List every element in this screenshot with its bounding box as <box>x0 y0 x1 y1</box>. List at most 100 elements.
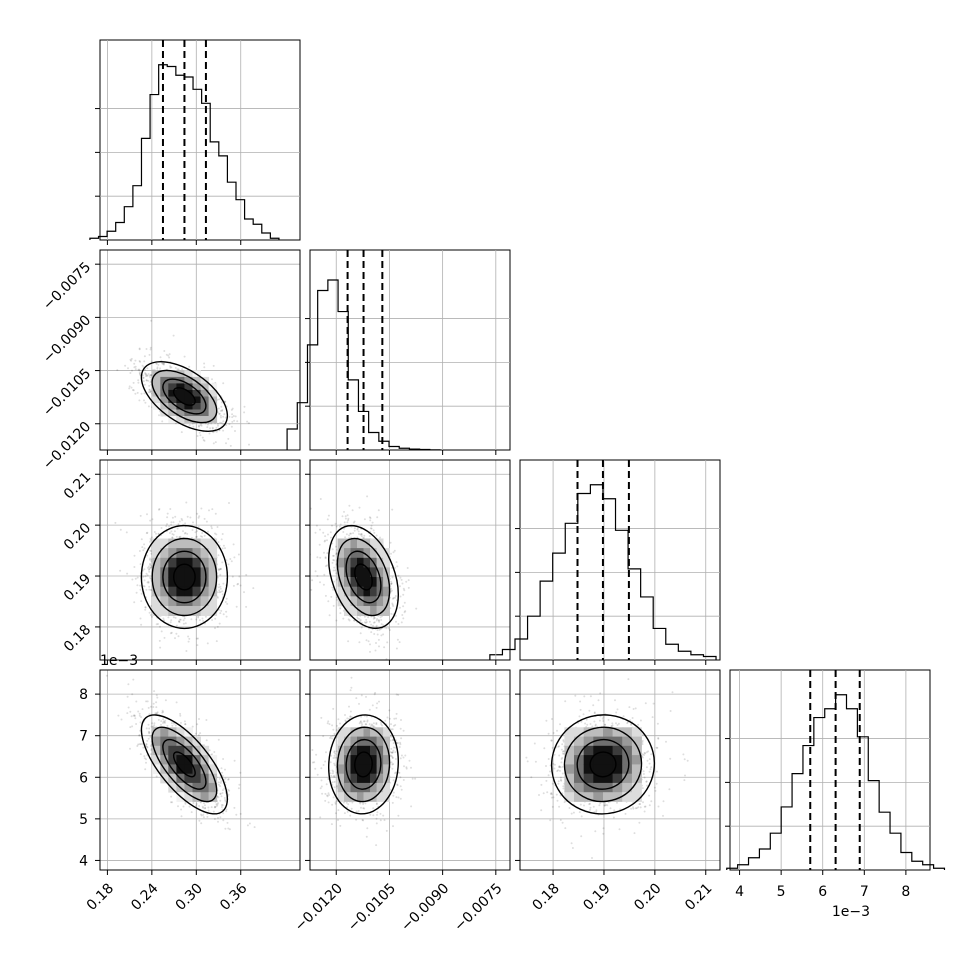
sample-point <box>369 621 371 623</box>
sample-point <box>179 715 181 717</box>
sample-point <box>139 372 141 374</box>
sample-point <box>139 360 141 362</box>
sample-point <box>334 569 336 571</box>
sample-point <box>151 536 153 538</box>
sample-point <box>203 802 205 804</box>
sample-point <box>188 366 190 368</box>
sample-point <box>401 579 403 581</box>
sample-point <box>148 724 150 726</box>
sample-point <box>129 726 131 728</box>
sample-point <box>315 532 317 534</box>
sample-point <box>184 803 186 805</box>
sample-point <box>195 733 197 735</box>
sample-point <box>350 533 352 535</box>
sample-point <box>120 529 122 531</box>
sample-point <box>346 521 348 523</box>
density-cell <box>184 397 193 404</box>
sample-point <box>213 811 215 813</box>
sample-point <box>219 816 221 818</box>
sample-point <box>199 619 201 621</box>
sample-point <box>149 354 151 356</box>
sample-point <box>378 639 380 641</box>
sample-point <box>365 619 367 621</box>
sample-point <box>233 585 235 587</box>
sample-point <box>216 640 218 642</box>
sample-point <box>334 764 336 766</box>
sample-point <box>129 748 131 750</box>
sample-point <box>405 581 407 583</box>
sample-point <box>380 616 382 618</box>
sample-point <box>135 366 137 368</box>
sample-point <box>129 372 131 374</box>
sample-point <box>376 535 378 537</box>
sample-point <box>393 551 395 553</box>
sample-point <box>316 556 318 558</box>
sample-point <box>390 613 392 615</box>
sample-point <box>132 679 134 681</box>
sample-point <box>395 621 397 623</box>
sample-point <box>169 365 171 367</box>
sample-point <box>161 630 163 632</box>
density-cell <box>193 774 202 784</box>
sample-point <box>218 541 220 543</box>
sample-point <box>219 413 221 415</box>
sample-point <box>224 799 226 801</box>
sample-point <box>150 374 152 376</box>
density-cell <box>176 390 185 397</box>
sample-point <box>182 530 184 532</box>
sample-point <box>234 430 236 432</box>
sample-point <box>359 507 361 509</box>
sample-point <box>328 515 330 517</box>
sample-point <box>371 525 373 527</box>
sample-point <box>218 781 220 783</box>
sample-point <box>200 822 202 824</box>
sample-point <box>199 732 201 734</box>
histogram-panel-0 <box>90 40 300 245</box>
sample-point <box>133 566 135 568</box>
sample-point <box>149 563 151 565</box>
sample-point <box>198 734 200 736</box>
sample-point <box>187 636 189 638</box>
sample-point <box>209 433 211 435</box>
sample-point <box>354 521 356 523</box>
sample-point <box>198 805 200 807</box>
sample-point <box>396 565 398 567</box>
sample-point <box>395 595 397 597</box>
sample-point <box>212 428 214 430</box>
sample-point <box>137 379 139 381</box>
sample-point <box>137 577 139 579</box>
sample-point <box>361 533 363 535</box>
sample-point <box>356 529 358 531</box>
sample-point <box>197 638 199 640</box>
sample-point <box>106 675 108 677</box>
sample-point <box>131 725 133 727</box>
sample-point <box>184 533 186 535</box>
sample-point <box>179 713 181 715</box>
sample-point <box>148 405 150 407</box>
sample-point <box>204 535 206 537</box>
sample-point <box>327 518 329 520</box>
sample-point <box>221 772 223 774</box>
sample-point <box>144 768 146 770</box>
sample-point <box>153 690 155 692</box>
sample-point <box>219 586 221 588</box>
sample-point <box>200 535 202 537</box>
sample-point <box>150 550 152 552</box>
sample-point <box>133 363 135 365</box>
sample-point <box>217 526 219 528</box>
sample-point <box>347 640 349 642</box>
sample-point <box>227 822 229 824</box>
panel-frame <box>730 670 930 870</box>
sample-point <box>177 528 179 530</box>
sample-point <box>229 558 231 560</box>
sample-point <box>139 550 141 552</box>
sample-point <box>381 623 383 625</box>
sample-point <box>363 535 365 537</box>
sample-point <box>146 348 148 350</box>
sample-point <box>134 555 136 557</box>
sample-point <box>319 529 321 531</box>
sample-point <box>217 626 219 628</box>
sample-point <box>373 529 375 531</box>
